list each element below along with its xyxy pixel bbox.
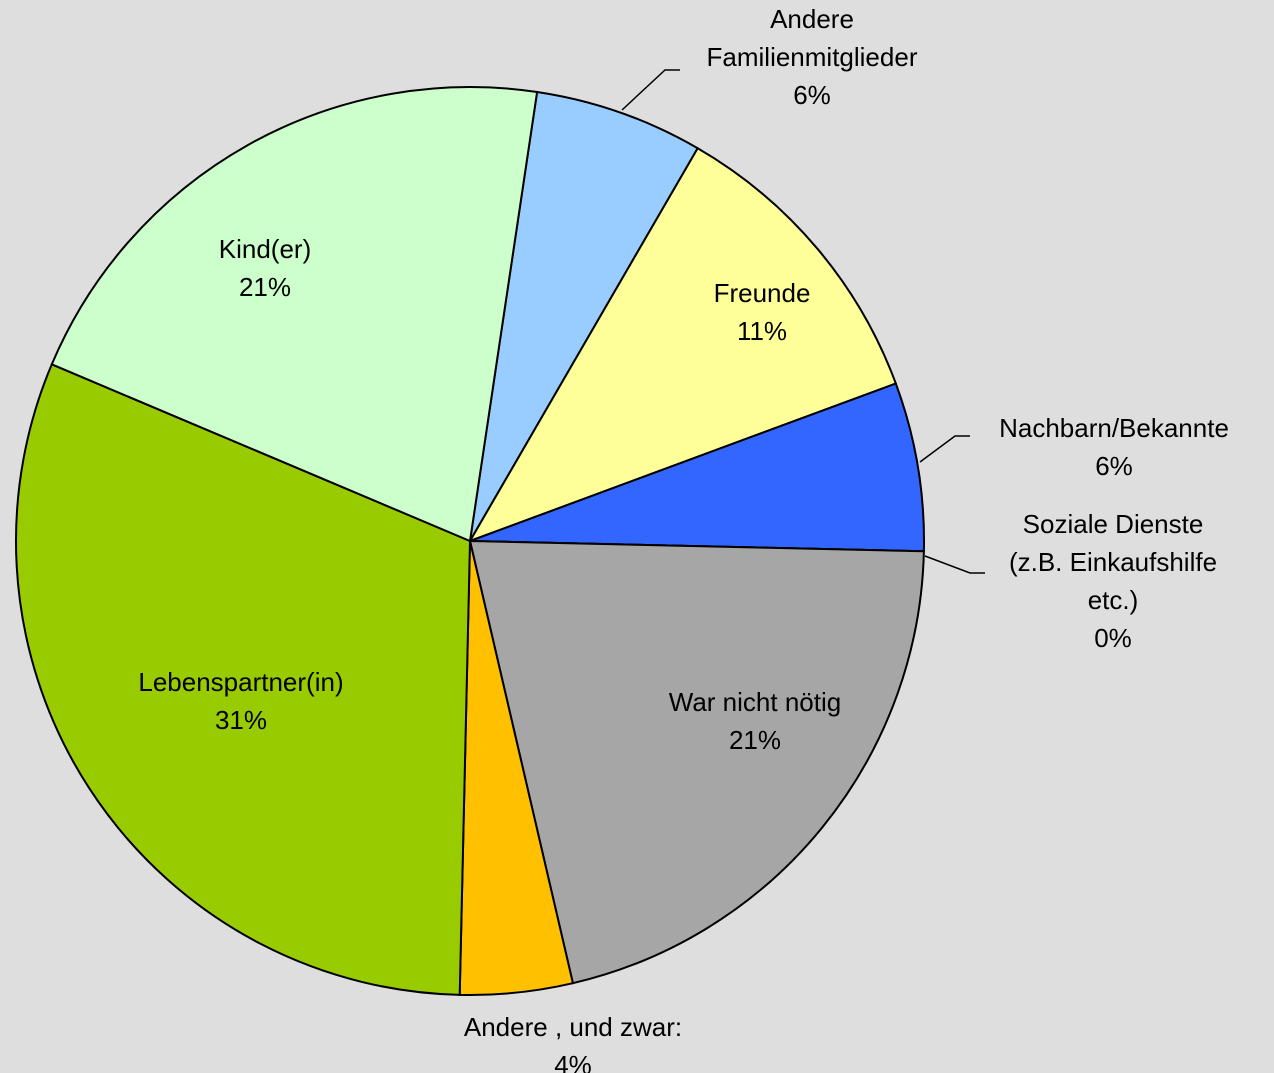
slice-value-label: 11% [737, 316, 787, 346]
slice-value-label: 21% [729, 725, 781, 755]
slice-label: Soziale Dienste (z.B. Einkaufshilfe etc.) [1009, 509, 1217, 615]
slice-label: Lebenspartner(in) [138, 667, 343, 697]
pie-slice [469, 382, 925, 553]
slice-label: War nicht nötig [669, 687, 841, 717]
pie-slice [50, 86, 539, 543]
slice-label: Andere Familienmitglieder [707, 4, 918, 72]
slice-label: Kind(er) [219, 234, 311, 264]
slice-value-label: 0% [1094, 623, 1132, 653]
slice-value-label: 31% [215, 705, 267, 735]
pie-slice [467, 146, 898, 543]
pie-slice [469, 90, 700, 542]
slice-value-label: 21% [239, 272, 291, 302]
leader-line [919, 435, 970, 463]
slice-value-label: 6% [1095, 451, 1133, 481]
slice-label: Freunde [714, 278, 811, 308]
slice-value-label: 6% [793, 80, 831, 110]
pie-slice [15, 363, 472, 996]
pie-slice [468, 539, 925, 985]
slice-label: Andere , und zwar: [464, 1012, 682, 1042]
leader-line [621, 69, 680, 111]
leader-line [924, 555, 985, 574]
slice-value-label: 4% [554, 1050, 592, 1073]
slice-label: Nachbarn/Bekannte [999, 413, 1229, 443]
